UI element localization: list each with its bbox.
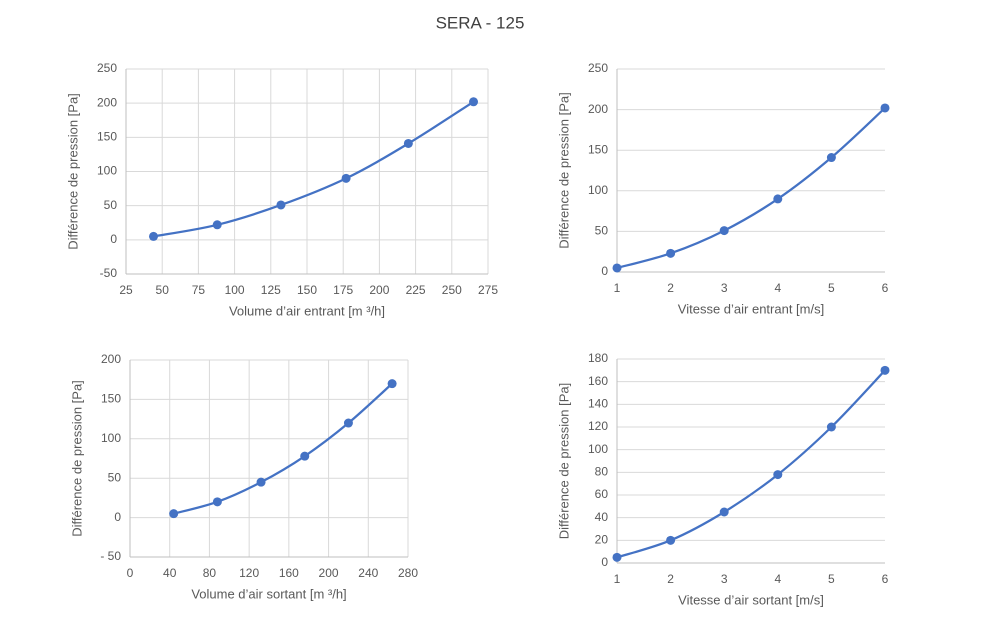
- data-line: [153, 100, 475, 238]
- y-tick-label: 150: [101, 392, 121, 406]
- y-axis-title: Différence de pression [Pa]: [65, 93, 80, 250]
- data-point: [300, 451, 310, 461]
- data-point: [826, 422, 836, 432]
- y-tick-label: 200: [101, 352, 121, 366]
- data-point: [149, 231, 159, 241]
- x-tick-label: 240: [358, 566, 378, 580]
- x-tick-label: 5: [828, 572, 835, 586]
- x-tick-label: 0: [127, 566, 134, 580]
- data-point: [719, 507, 729, 517]
- x-tick-label: 120: [239, 566, 259, 580]
- y-tick-label: 0: [114, 510, 121, 524]
- x-tick-label: 1: [614, 281, 621, 295]
- data-point: [212, 220, 222, 230]
- x-tick-label: 280: [398, 566, 418, 580]
- y-tick-label: - 50: [100, 549, 121, 563]
- data-point: [212, 497, 222, 507]
- y-axis-title: Différence de pression [Pa]: [69, 380, 84, 537]
- x-tick-label: 2: [667, 572, 674, 586]
- y-tick-label: 40: [595, 510, 609, 524]
- x-tick-label: 6: [882, 572, 889, 586]
- x-tick-label: 6: [882, 281, 889, 295]
- x-tick-label: 40: [163, 566, 177, 580]
- y-axis-title: Différence de pression [Pa]: [556, 383, 571, 540]
- data-point: [343, 418, 353, 428]
- x-tick-label: 50: [156, 283, 170, 297]
- y-tick-label: 100: [97, 164, 117, 178]
- data-point: [276, 200, 286, 210]
- data-point: [880, 365, 890, 375]
- y-tick-label: 80: [595, 465, 609, 479]
- data-point: [719, 226, 729, 236]
- data-point: [256, 477, 266, 487]
- x-tick-label: 1: [614, 572, 621, 586]
- x-tick-label: 3: [721, 572, 728, 586]
- x-tick-label: 150: [297, 283, 317, 297]
- x-tick-label: 75: [192, 283, 206, 297]
- x-tick-label: 225: [406, 283, 426, 297]
- x-tick-label: 3: [721, 281, 728, 295]
- x-tick-label: 175: [333, 283, 353, 297]
- data-point: [341, 173, 351, 183]
- y-tick-label: -50: [100, 266, 118, 280]
- x-tick-label: 275: [478, 283, 498, 297]
- y-tick-label: 50: [108, 470, 122, 484]
- y-tick-label: 200: [588, 102, 608, 116]
- x-tick-label: 100: [225, 283, 245, 297]
- data-point: [469, 97, 479, 107]
- y-tick-label: 0: [110, 232, 117, 246]
- data-point: [880, 103, 890, 113]
- data-point: [666, 535, 676, 545]
- data-point: [169, 509, 179, 519]
- figure-title: SERA - 125: [436, 13, 525, 32]
- y-tick-label: 200: [97, 95, 117, 109]
- y-tick-label: 120: [588, 419, 608, 433]
- y-tick-label: 250: [97, 61, 117, 75]
- x-axis-title: Volume d’air sortant [m ³/h]: [191, 586, 346, 601]
- x-tick-label: 2: [667, 281, 674, 295]
- x-axis-title: Volume d’air entrant [m ³/h]: [229, 303, 385, 318]
- x-tick-label: 80: [203, 566, 217, 580]
- x-tick-label: 4: [774, 572, 781, 586]
- x-tick-label: 250: [442, 283, 462, 297]
- y-tick-label: 20: [595, 533, 609, 547]
- x-tick-label: 5: [828, 281, 835, 295]
- data-point: [403, 138, 413, 148]
- y-tick-label: 140: [588, 397, 608, 411]
- y-tick-label: 100: [588, 183, 608, 197]
- data-point: [612, 263, 622, 273]
- x-tick-label: 25: [119, 283, 133, 297]
- y-tick-label: 0: [601, 264, 608, 278]
- y-tick-label: 150: [588, 142, 608, 156]
- data-point: [612, 552, 622, 562]
- y-tick-label: 50: [595, 224, 609, 238]
- y-tick-label: 100: [101, 431, 121, 445]
- x-axis-title: Vitesse d’air sortant [m/s]: [678, 592, 824, 607]
- x-tick-label: 160: [279, 566, 299, 580]
- x-tick-label: 4: [774, 281, 781, 295]
- y-tick-label: 150: [97, 130, 117, 144]
- x-tick-label: 200: [369, 283, 389, 297]
- y-tick-label: 0: [601, 555, 608, 569]
- y-tick-label: 60: [595, 487, 609, 501]
- y-axis-title: Différence de pression [Pa]: [556, 92, 571, 249]
- data-point: [826, 153, 836, 163]
- y-tick-label: 180: [588, 351, 608, 365]
- data-point: [666, 248, 676, 258]
- y-tick-label: 50: [104, 198, 118, 212]
- x-tick-label: 200: [319, 566, 339, 580]
- data-point: [773, 194, 783, 204]
- y-tick-label: 160: [588, 374, 608, 388]
- data-point: [773, 470, 783, 480]
- y-tick-label: 100: [588, 442, 608, 456]
- x-tick-label: 125: [261, 283, 281, 297]
- data-point: [387, 379, 397, 389]
- y-tick-label: 250: [588, 61, 608, 75]
- x-axis-title: Vitesse d’air entrant [m/s]: [678, 301, 824, 316]
